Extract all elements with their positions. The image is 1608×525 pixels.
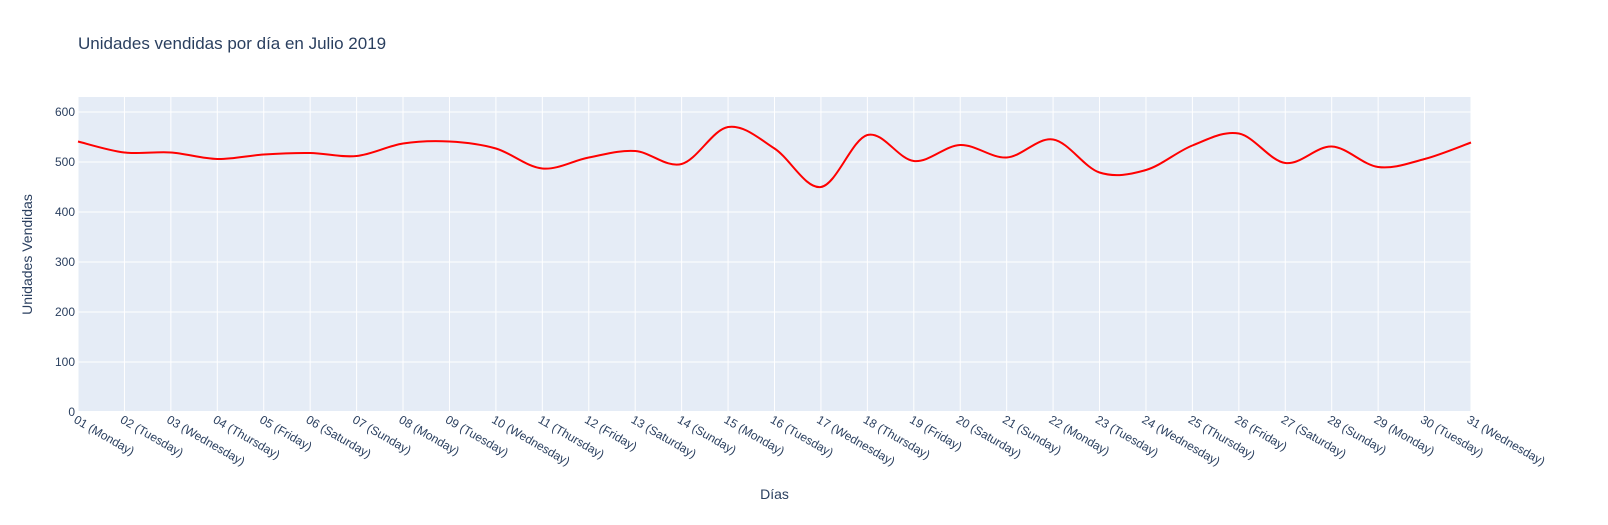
y-axis-title: Unidades Vendidas — [19, 194, 35, 315]
y-tick-label: 400 — [55, 205, 75, 219]
x-axis-ticks: 01 (Monday)02 (Tuesday)03 (Wednesday)04 … — [72, 412, 1548, 468]
chart-title: Unidades vendidas por día en Julio 2019 — [78, 34, 386, 53]
y-tick-label: 500 — [55, 155, 75, 169]
x-tick-label: 24 (Wednesday) — [1139, 412, 1222, 468]
series-line — [77, 125, 1472, 189]
x-tick-label: 10 (Wednesday) — [489, 412, 572, 468]
x-axis-title: Días — [760, 486, 789, 502]
x-tick-label: 17 (Wednesday) — [814, 412, 897, 468]
y-tick-label: 200 — [55, 305, 75, 319]
x-tick-label: 31 (Wednesday) — [1465, 412, 1548, 468]
y-tick-label: 100 — [55, 355, 75, 369]
x-tick-label: 03 (Wednesday) — [164, 412, 247, 468]
y-tick-label: 0 — [68, 405, 75, 419]
grid-lines — [77, 97, 1472, 413]
y-tick-label: 600 — [55, 105, 75, 119]
y-axis-ticks: 0 100 200 300 400 500 600 — [55, 105, 75, 419]
y-tick-label: 300 — [55, 255, 75, 269]
